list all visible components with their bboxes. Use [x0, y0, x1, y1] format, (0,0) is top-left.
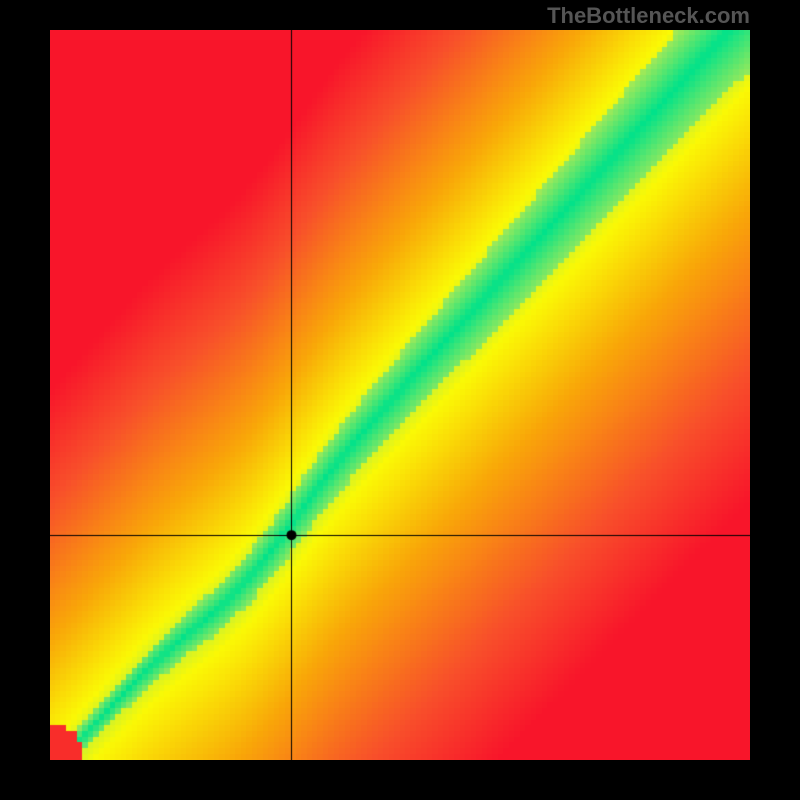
- chart-container: TheBottleneck.com: [0, 0, 800, 800]
- bottleneck-heatmap: [50, 30, 750, 760]
- watermark-text: TheBottleneck.com: [547, 3, 750, 29]
